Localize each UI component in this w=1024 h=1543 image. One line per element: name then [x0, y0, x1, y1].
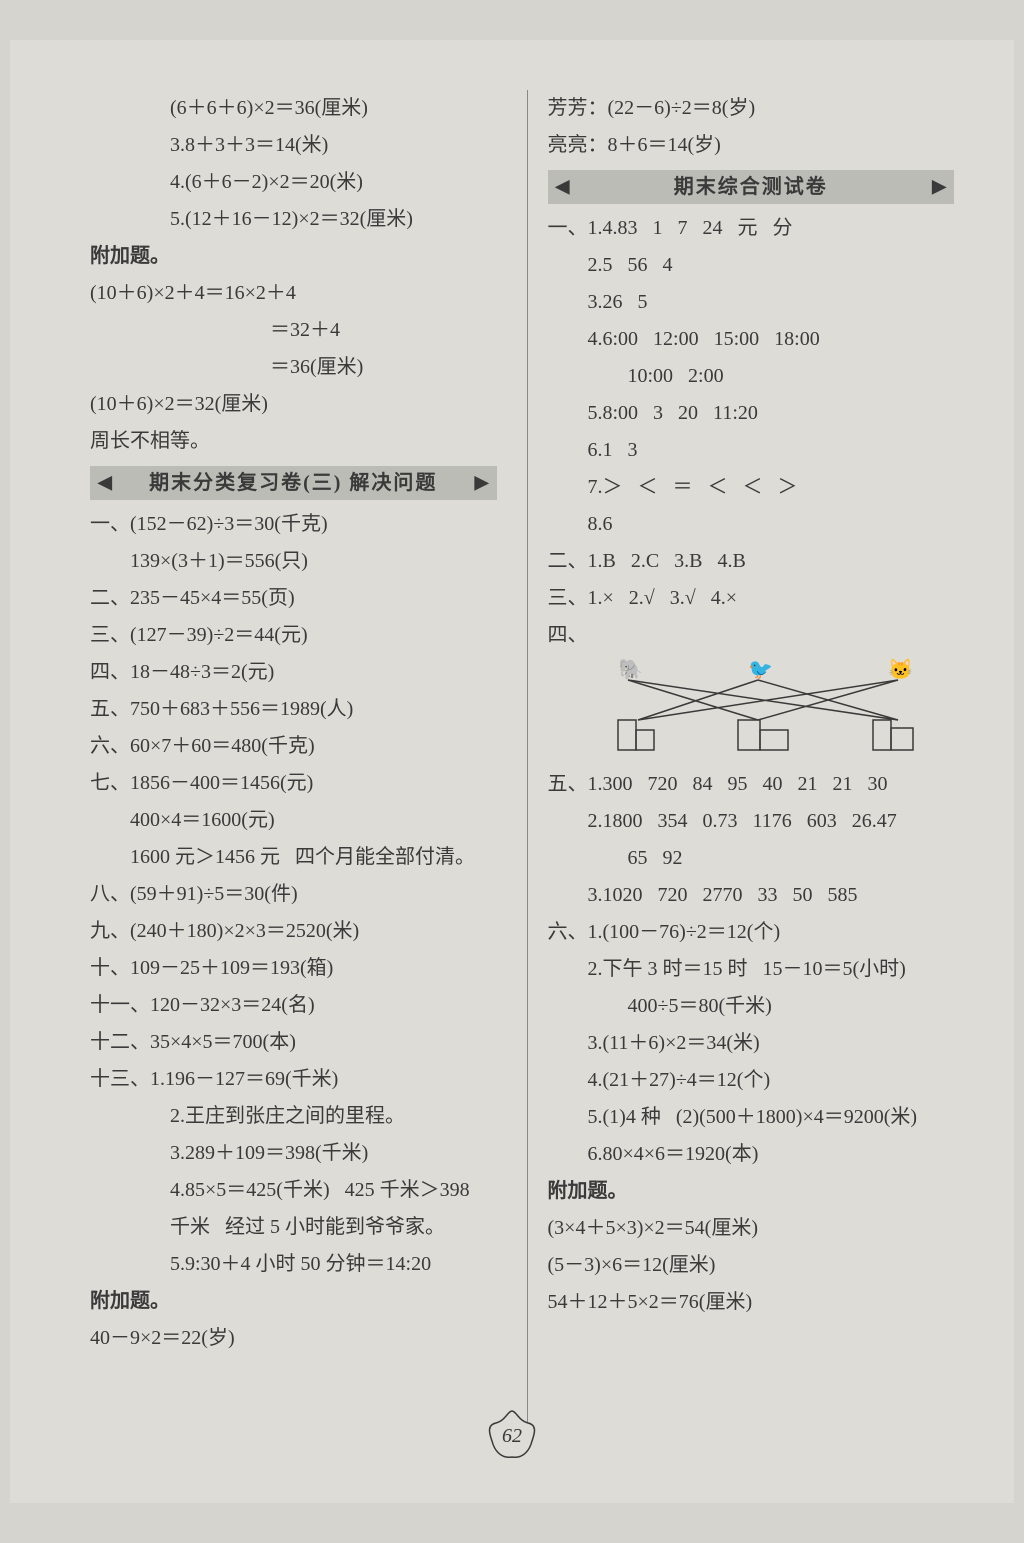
- text-line: 五、1.300 720 84 95 40 21 21 30: [548, 766, 955, 803]
- text-line: 十一、120－32×3＝24(名): [90, 987, 497, 1024]
- text-line: 十、109－25＋109＝193(箱): [90, 950, 497, 987]
- section-heading-bar: ◀ 期末分类复习卷(三) 解决问题 ▶: [90, 466, 497, 500]
- text-line: 三、1.× 2.√ 3.√ 4.×: [548, 580, 955, 617]
- matching-diagram: 🐘 🐦 🐱: [588, 658, 928, 758]
- text-line: 十三、1.196－127＝69(千米): [90, 1061, 497, 1098]
- text-line: 4.(6＋6－2)×2＝20(米): [90, 164, 497, 201]
- text-line: 3.8＋3＋3＝14(米): [90, 127, 497, 164]
- text-line: 6.80×4×6＝1920(本): [548, 1136, 955, 1173]
- section-heading-bar: ◀ 期末综合测试卷 ▶: [548, 170, 955, 204]
- text-line: (6＋6＋6)×2＝36(厘米): [90, 90, 497, 127]
- text-line: 1600 元＞1456 元 四个月能全部付清。: [90, 839, 497, 876]
- text-line: 5.(1)4 种 (2)(500＋1800)×4＝9200(米): [548, 1099, 955, 1136]
- triangle-left-icon: ◀: [556, 170, 570, 203]
- text-line: 2.王庄到张庄之间的里程。: [90, 1098, 497, 1135]
- text-line: 七、1856－400＝1456(元): [90, 765, 497, 802]
- text-line: 2.下午 3 时＝15 时 15－10＝5(小时): [548, 951, 955, 988]
- text-line: (3×4＋5×3)×2＝54(厘米): [548, 1210, 955, 1247]
- text-line: 400×4＝1600(元): [90, 802, 497, 839]
- text-line: 五、750＋683＋556＝1989(人): [90, 691, 497, 728]
- text-line: 139×(3＋1)＝556(只): [90, 543, 497, 580]
- section-label: 附加题。: [548, 1173, 955, 1210]
- text-line: 400÷5＝80(千米): [548, 988, 955, 1025]
- svg-text:🐦: 🐦: [748, 659, 773, 681]
- text-line: 六、1.(100－76)÷2＝12(个): [548, 914, 955, 951]
- page-number-star: 62: [484, 1407, 540, 1463]
- text-line: 3.1020 720 2770 33 50 585: [548, 877, 955, 914]
- text-line: 2.1800 354 0.73 1176 603 26.47: [548, 803, 955, 840]
- svg-text:🐱: 🐱: [888, 658, 913, 681]
- triangle-right-icon: ▶: [475, 466, 489, 499]
- text-line: 5.8:00 3 20 11:20: [548, 395, 955, 432]
- text-line: 5.(12＋16－12)×2＝32(厘米): [90, 201, 497, 238]
- text-line: (5－3)×6＝12(厘米): [548, 1247, 955, 1284]
- text-line: 4.85×5＝425(千米) 425 千米＞398: [90, 1172, 497, 1209]
- heading-title: 期末分类复习卷(三) 解决问题: [112, 465, 475, 502]
- text-line: 7.＞ ＜ ＝ ＜ ＜ ＞: [548, 469, 955, 506]
- svg-text:🐘: 🐘: [618, 658, 643, 681]
- section-label: 附加题。: [90, 238, 497, 275]
- text-line: 一、(152－62)÷3＝30(千克): [90, 506, 497, 543]
- text-line: 2.5 56 4: [548, 247, 955, 284]
- text-line: 6.1 3: [548, 432, 955, 469]
- text-line: (10＋6)×2＝32(厘米): [90, 386, 497, 423]
- text-line: 一、1.4.83 1 7 24 元 分: [548, 210, 955, 247]
- text-line: ＝32＋4: [90, 312, 497, 349]
- triangle-left-icon: ◀: [98, 466, 112, 499]
- page: (6＋6＋6)×2＝36(厘米) 3.8＋3＋3＝14(米) 4.(6＋6－2)…: [10, 40, 1014, 1503]
- text-line: (10＋6)×2＋4＝16×2＋4: [90, 275, 497, 312]
- text-line: 三、(127－39)÷2＝44(元): [90, 617, 497, 654]
- text-line: 3.(11＋6)×2＝34(米): [548, 1025, 955, 1062]
- two-column-layout: (6＋6＋6)×2＝36(厘米) 3.8＋3＋3＝14(米) 4.(6＋6－2)…: [90, 90, 954, 1423]
- text-line: 5.9:30＋4 小时 50 分钟＝14:20: [90, 1246, 497, 1283]
- text-line: 4.6:00 12:00 15:00 18:00: [548, 321, 955, 358]
- left-column: (6＋6＋6)×2＝36(厘米) 3.8＋3＋3＝14(米) 4.(6＋6－2)…: [90, 90, 507, 1423]
- text-line: 十二、35×4×5＝700(本): [90, 1024, 497, 1061]
- text-line: 10:00 2:00: [548, 358, 955, 395]
- text-line: 周长不相等。: [90, 423, 497, 460]
- text-line: 九、(240＋180)×2×3＝2520(米): [90, 913, 497, 950]
- text-line: 八、(59＋91)÷5＝30(件): [90, 876, 497, 913]
- text-line: ＝36(厘米): [90, 349, 497, 386]
- triangle-right-icon: ▶: [932, 170, 946, 203]
- right-column: 芳芳：(22－6)÷2＝8(岁) 亮亮：8＋6＝14(岁) ◀ 期末综合测试卷 …: [527, 90, 955, 1423]
- text-line: 四、18－48÷3＝2(元): [90, 654, 497, 691]
- text-line: 亮亮：8＋6＝14(岁): [548, 127, 955, 164]
- text-line: 8.6: [548, 506, 955, 543]
- text-line: 65 92: [548, 840, 955, 877]
- text-line: 二、235－45×4＝55(页): [90, 580, 497, 617]
- text-line: 二、1.B 2.C 3.B 4.B: [548, 543, 955, 580]
- text-line: 3.289＋109＝398(千米): [90, 1135, 497, 1172]
- page-number: 62: [502, 1425, 522, 1448]
- text-line: 54＋12＋5×2＝76(厘米): [548, 1284, 955, 1321]
- text-line: 六、60×7＋60＝480(千克): [90, 728, 497, 765]
- text-line: 3.26 5: [548, 284, 955, 321]
- text-line: 千米 经过 5 小时能到爷爷家。: [90, 1209, 497, 1246]
- text-line: 四、: [548, 617, 955, 654]
- text-line: 芳芳：(22－6)÷2＝8(岁): [548, 90, 955, 127]
- heading-title: 期末综合测试卷: [569, 169, 932, 206]
- text-line: 4.(21＋27)÷4＝12(个): [548, 1062, 955, 1099]
- text-line: 40－9×2＝22(岁): [90, 1320, 497, 1357]
- section-label: 附加题。: [90, 1283, 497, 1320]
